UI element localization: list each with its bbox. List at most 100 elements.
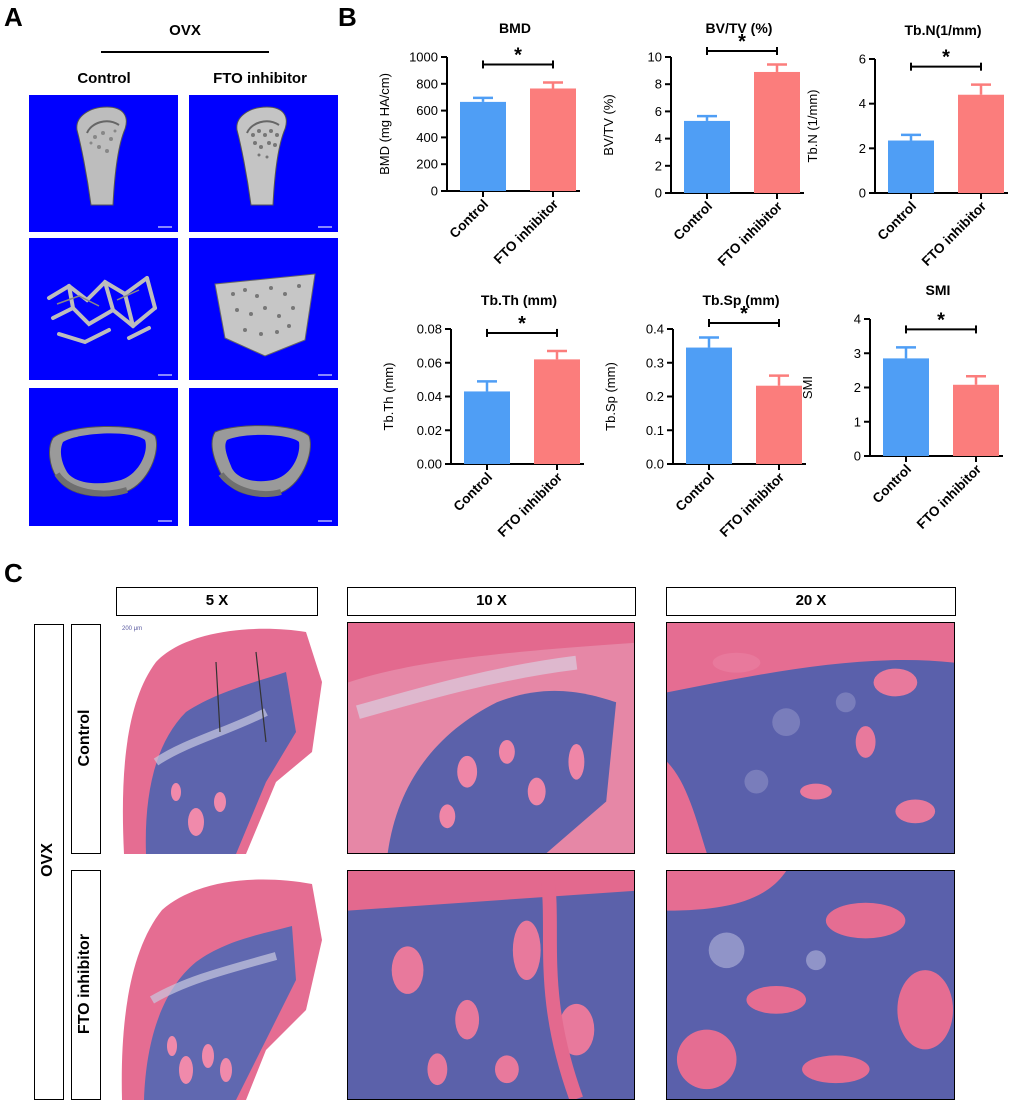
he-control-5x: 200 μm — [116, 622, 322, 854]
ovx-group-box — [34, 624, 64, 1100]
significance-star: * — [518, 313, 526, 335]
significance-star: * — [942, 47, 950, 69]
panel-letter-c: C — [4, 558, 23, 588]
x-tick-label: FTO inhibitor — [919, 198, 990, 269]
y-tick-label: 0.04 — [417, 389, 442, 404]
row-label-fto: FTO inhibitor — [76, 933, 93, 1035]
microct-trabecular-control — [29, 238, 178, 380]
bar-chart-4: Tb.Sp (mm) 0.0 0.1 0.2 0.3 0.4 Tb.Sp (mm) Contr… — [603, 292, 806, 540]
x-tick-label: FTO inhibitor — [491, 196, 562, 267]
significance-star: * — [937, 309, 945, 331]
row-label-control: Control — [76, 709, 93, 767]
bar-control — [460, 101, 506, 191]
x-tick-label: FTO inhibitor — [914, 461, 985, 532]
he-fto-10x — [347, 870, 635, 1100]
y-tick-label: 0 — [854, 449, 861, 464]
y-tick-label: 4 — [859, 96, 866, 111]
significance-star: * — [740, 303, 748, 325]
panel-a-col-header-control: Control — [77, 70, 131, 87]
y-tick-label: 10 — [648, 50, 662, 65]
bar-chart-3: Tb.Th (mm) 0.00 0.02 0.04 0.06 0.08 Tb.Th (mm)… — [381, 292, 584, 540]
row-box-control — [71, 624, 101, 854]
mag-header-5x: 5 X — [116, 587, 318, 616]
bar-chart-0: BMD 0 200 400 600 800 1000 BMD (mg HA/cm) Contro… — [377, 20, 580, 267]
bar-control — [464, 391, 510, 464]
bar-control — [883, 358, 929, 456]
y-tick-label: 4 — [655, 131, 662, 146]
microct-femur-fto — [189, 95, 338, 232]
y-axis-label: Tb.Th (mm) — [381, 363, 396, 431]
chart-title: SMI — [926, 282, 951, 298]
microct-femur-control — [29, 95, 178, 232]
x-tick-label: Control — [451, 470, 496, 515]
y-tick-label: 0 — [859, 186, 866, 201]
x-tick-label: Control — [447, 197, 492, 242]
y-tick-label: 0.00 — [417, 457, 442, 472]
x-tick-label: Control — [673, 470, 718, 515]
chart-title: Tb.N(1/mm) — [905, 22, 982, 38]
x-tick-label: FTO inhibitor — [495, 469, 566, 540]
x-tick-label: Control — [671, 199, 716, 244]
bar-fto — [754, 71, 800, 193]
y-axis-label: Tb.N (1/mm) — [805, 90, 820, 163]
y-tick-label: 2 — [854, 380, 861, 395]
mag-header-20x: 20 X — [666, 587, 956, 616]
bar-chart-2: Tb.N(1/mm) 0 2 4 6 Tb.N (1/mm) Control FTO inhi… — [805, 22, 1008, 269]
bar-fto — [534, 359, 580, 464]
row-box-fto — [71, 870, 101, 1100]
bar-fto — [530, 88, 576, 191]
y-tick-label: 6 — [859, 52, 866, 67]
he-control-20x — [666, 622, 955, 854]
y-tick-label: 8 — [655, 77, 662, 92]
panel-letter-a: A — [4, 2, 23, 32]
ovx-group-label: OVX — [39, 843, 56, 877]
y-tick-label: 200 — [416, 157, 438, 172]
bar-fto — [756, 385, 802, 464]
significance-star: * — [514, 44, 522, 66]
panel-a-group-label: OVX — [169, 22, 201, 39]
y-axis-label: SMI — [800, 376, 815, 399]
y-axis-label: BMD (mg HA/cm) — [377, 73, 392, 175]
y-tick-label: 0 — [431, 184, 438, 199]
y-axis-label: BV/TV (%) — [601, 94, 616, 155]
y-tick-label: 6 — [655, 104, 662, 119]
y-tick-label: 2 — [859, 141, 866, 156]
y-tick-label: 1 — [854, 414, 861, 429]
scale-bar-label: 200 μm — [122, 626, 143, 632]
y-tick-label: 0.08 — [417, 322, 442, 337]
y-tick-label: 0.02 — [417, 423, 442, 438]
microct-cortical-fto — [189, 388, 338, 526]
chart-title: Tb.Sp (mm) — [703, 292, 780, 308]
x-tick-label: Control — [870, 462, 915, 507]
y-tick-label: 0 — [655, 186, 662, 201]
y-tick-label: 400 — [416, 130, 438, 145]
y-tick-label: 0.1 — [646, 423, 664, 438]
y-tick-label: 4 — [854, 312, 861, 327]
chart-title: BV/TV (%) — [706, 20, 773, 36]
he-fto-5x — [116, 870, 322, 1100]
y-tick-label: 0.0 — [646, 457, 664, 472]
significance-star: * — [738, 31, 746, 53]
y-tick-label: 0.4 — [646, 322, 664, 337]
y-tick-label: 0.3 — [646, 355, 664, 370]
bar-control — [888, 140, 934, 193]
he-fto-20x — [666, 870, 955, 1100]
panel-a-col-header-fto: FTO inhibitor — [213, 70, 307, 87]
panel-a-group-line — [101, 51, 269, 53]
microct-trabecular-fto — [189, 238, 338, 380]
x-tick-label: Control — [875, 199, 920, 244]
mag-header-10x: 10 X — [347, 587, 636, 616]
bar-control — [686, 347, 732, 464]
y-tick-label: 1000 — [409, 50, 438, 65]
bar-control — [684, 120, 730, 193]
bar-chart-5: SMI 0 1 2 3 4 SMI Control FTO inhibitor * — [800, 282, 1003, 532]
bar-fto — [958, 94, 1004, 193]
chart-title: Tb.Th (mm) — [481, 292, 557, 308]
y-tick-label: 3 — [854, 346, 861, 361]
y-axis-label: Tb.Sp (mm) — [603, 362, 618, 431]
he-control-10x — [347, 622, 635, 854]
y-tick-label: 600 — [416, 103, 438, 118]
chart-title: BMD — [499, 20, 531, 36]
bar-fto — [953, 384, 999, 456]
